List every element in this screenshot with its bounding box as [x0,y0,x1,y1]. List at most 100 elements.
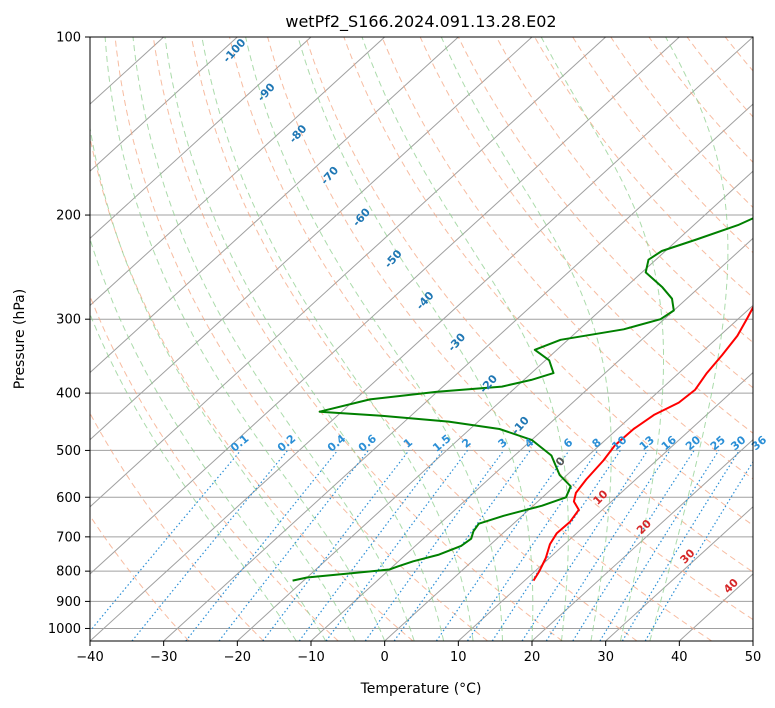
dry-adiabat-line [229,37,712,641]
moist-adiabat-line [201,37,474,641]
x-tick-label: 0 [381,650,389,665]
isotherm-line [384,304,753,641]
y-tick-label: 500 [56,444,81,459]
mixing-ratio-line [491,450,621,641]
moist-adiabat-line [440,37,612,641]
dry-adiabat-line [495,37,753,344]
mixing-ratio-line [572,450,695,641]
background-lines [90,37,775,641]
mixing-ratio-label: 0.1 [228,432,251,454]
mixing-ratio-line [621,450,740,641]
mixing-ratio-label: 3 [496,436,510,451]
moist-adiabat-label: 30 [678,546,698,566]
dry-adiabat-label: -70 [318,164,341,188]
profile-lines [292,217,753,582]
temperature-profile-line [532,305,753,582]
isotherm-line [90,37,238,172]
mixing-ratio-line [393,450,531,641]
plot-frame [89,36,754,642]
dry-adiabat-label: -90 [255,80,278,104]
moist-adiabat-line [90,125,356,641]
y-tick-label: 200 [56,209,81,224]
x-tick-label: −30 [150,650,177,665]
dry-adiabat-label: -100 [220,36,248,65]
dry-adiabat-line [686,37,753,118]
moist-adiabat-label: 20 [634,517,654,537]
mixing-ratio-label: 6 [561,436,575,451]
mixing-ratio-line [325,450,468,641]
dry-adiabat-line [305,37,753,573]
mixing-ratio-line [262,450,410,641]
dry-adiabat-line [419,37,753,434]
moist-adiabat-label: 40 [721,576,741,596]
mixing-ratio-line [218,450,369,641]
dry-adiabat-label: -30 [445,330,468,354]
dry-adiabat-line [90,134,414,641]
moist-adiabat-line [361,37,569,641]
dry-adiabat-line [267,37,753,621]
dry-adiabat-label: -20 [477,372,500,396]
mixing-ratio-line [545,450,671,641]
mixing-ratio-label: 1 [401,436,415,451]
mixing-ratio-label: 0.2 [275,432,298,454]
x-tick-label: −20 [224,650,251,665]
dry-adiabat-line [763,37,775,641]
moist-adiabat-line [164,37,445,641]
moist-adiabat-line [649,37,729,641]
y-tick-label: 800 [56,565,81,580]
x-tick-label: 20 [524,650,541,665]
x-tick-label: 30 [597,650,614,665]
y-axis-label: Pressure (hPa) [12,289,28,389]
moist-adiabat-line [245,37,503,641]
mixing-ratio-line [466,450,599,641]
dry-adiabat-label: -60 [350,205,373,229]
mixing-ratio-label: 0.6 [356,432,380,455]
x-tick-label: −40 [76,650,103,665]
moist-adiabat-line [297,37,534,641]
isotherm-line [531,438,753,641]
moist-adiabat-line [540,37,664,641]
mixing-ratio-label: 2 [459,436,473,451]
dry-adiabat-line [90,294,339,641]
dry-adiabat-line [648,37,753,163]
y-axis-ticks: 100 200 300 400 500 600 700 800 900 1000 [48,31,90,637]
x-tick-label: 10 [450,650,467,665]
x-axis-label: Temperature (°C) [360,681,482,697]
dry-adiabat-line [190,37,638,641]
mixing-ratio-label: 1.5 [430,432,453,454]
dry-adiabat-line [457,37,753,389]
x-tick-label: 50 [745,650,762,665]
dry-adiabat-line [152,37,563,641]
y-tick-label: 1000 [48,622,81,637]
y-tick-label: 400 [56,387,81,402]
line-labels: 0.1 0.2 0.4 0.6 1 1.5 2 3 4 6 8 10 13 16 20 25 30 36-100-… [220,36,769,596]
isotherm-line [90,37,459,374]
dry-adiabat-line [90,515,190,641]
mixing-ratio-line [185,450,339,641]
isotherm-line [457,371,753,641]
mixing-ratio-line [521,450,649,641]
isotherm-line [90,37,312,240]
chart-title: wetPf2_S166.2024.091.13.28.E02 [285,12,556,32]
y-tick-label: 900 [56,595,81,610]
moist-adiabat-line [90,237,327,641]
mixing-ratio-line [599,450,720,641]
mixing-ratio-label: 0.4 [325,432,349,455]
dry-adiabat-label: -50 [382,247,405,271]
dry-adiabat-line [343,37,753,526]
mixing-ratio-line [298,450,444,641]
x-tick-label: −10 [297,650,324,665]
isotherm-line [605,506,753,641]
dry-adiabat-line [534,37,753,299]
x-tick-label: 40 [671,650,688,665]
moist-adiabat-line [104,37,386,641]
moist-adiabat-line [90,312,297,641]
y-tick-label: 600 [56,491,81,506]
y-tick-label: 700 [56,530,81,545]
dry-adiabat-line [724,37,753,72]
dry-adiabat-line [114,37,488,641]
dewpoint-profile-line [292,217,753,582]
y-tick-label: 100 [56,31,81,46]
mixing-ratio-line [90,450,242,632]
